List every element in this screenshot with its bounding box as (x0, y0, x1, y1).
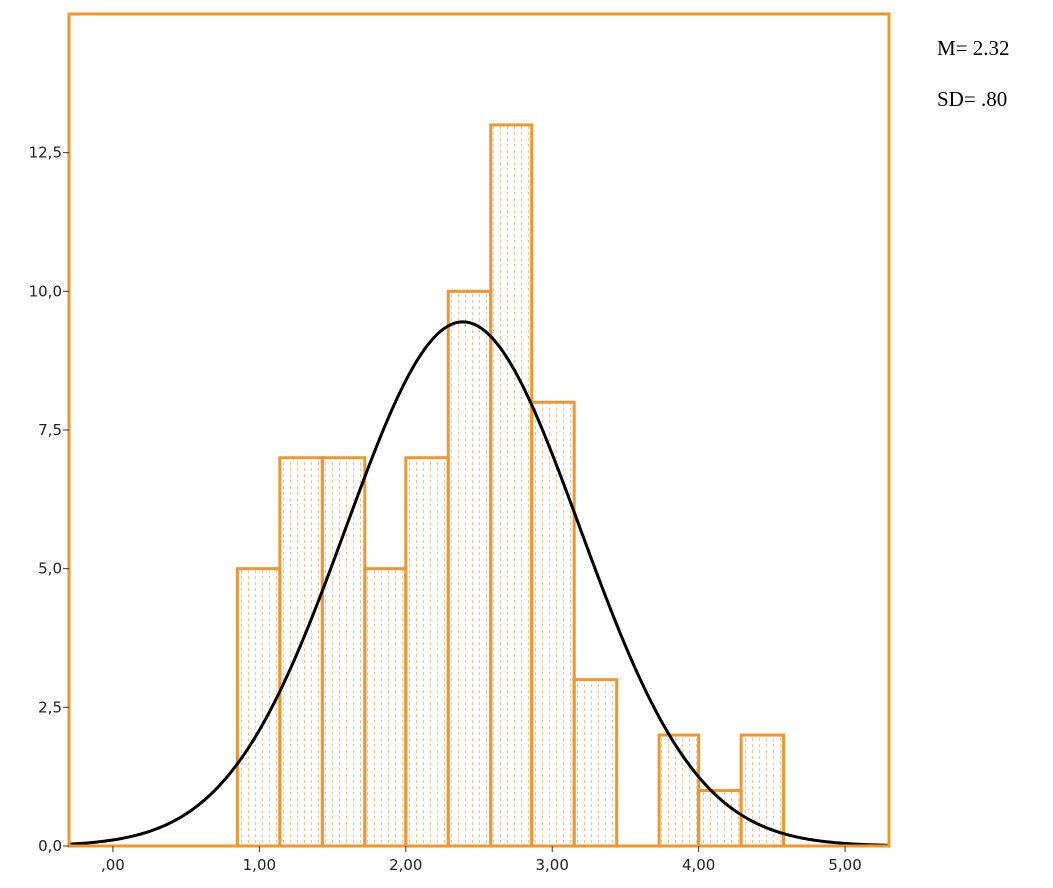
y-tick-label: 5,0 (38, 560, 62, 578)
histogram-bar (320, 456, 367, 848)
histogram-bar (739, 733, 786, 848)
x-tick-label: 4,00 (682, 856, 715, 874)
histogram-bar (363, 567, 408, 848)
bars-group (235, 123, 786, 848)
x-tick-label: 2,00 (389, 856, 422, 874)
histogram-bar (278, 456, 324, 848)
histogram-bar (489, 123, 534, 848)
y-tick-label: 10,0 (29, 282, 62, 300)
x-axis: ,00 1,00 2,00 3,00 4,00 5,00 (101, 846, 862, 874)
histogram-bar (446, 289, 493, 848)
y-tick-label: 0,0 (38, 837, 62, 855)
histogram-bar (657, 733, 701, 848)
histogram-bar (404, 456, 450, 848)
mean-label: M= 2.32 (937, 36, 1010, 60)
y-tick-label: 2,5 (38, 698, 62, 716)
x-tick-label: 3,00 (536, 856, 569, 874)
normal-curve (68, 320, 890, 847)
y-axis: 0,0 2,5 5,0 7,5 10,0 12,5 (29, 144, 69, 855)
histogram-bar (530, 400, 576, 848)
y-tick-label: 7,5 (38, 421, 62, 439)
sd-label: SD= .80 (937, 87, 1007, 111)
x-tick-label: 5,00 (828, 856, 861, 874)
histogram-bar (572, 678, 619, 848)
x-tick-label: ,00 (101, 856, 125, 874)
y-tick-label: 12,5 (29, 144, 62, 162)
x-tick-label: 1,00 (243, 856, 276, 874)
